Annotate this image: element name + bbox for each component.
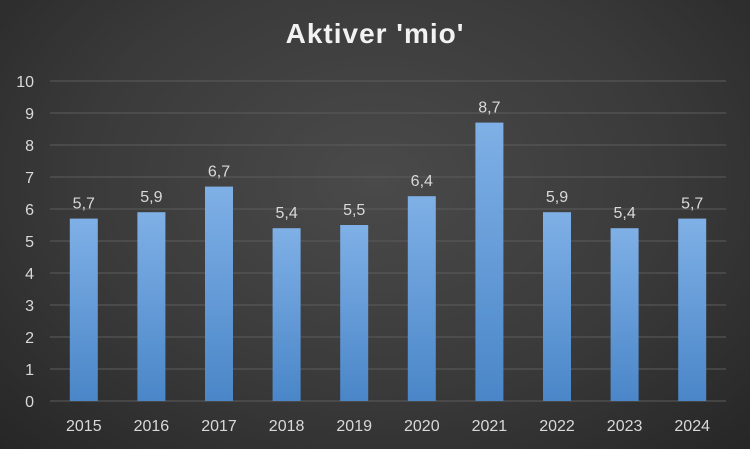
y-tick-label: 4	[25, 266, 34, 283]
bar-2018	[272, 228, 301, 401]
data-label-2018: 5,4	[275, 205, 297, 222]
data-label-2023: 5,4	[613, 205, 635, 222]
bar-2019	[340, 225, 369, 401]
x-tick-label-2020: 2020	[404, 418, 440, 435]
y-tick-label: 0	[25, 394, 34, 411]
x-axis: 2015 2016 2017 2018 2019 2020 2021 2022 2023 2024	[66, 418, 710, 435]
x-tick-label-2016: 2016	[134, 418, 170, 435]
data-label-2017: 6,7	[208, 164, 230, 181]
bar-2021	[475, 122, 504, 401]
x-tick-label-2021: 2021	[472, 418, 508, 435]
x-tick-label-2015: 2015	[66, 418, 102, 435]
y-axis: 0 1 2 3 4 5 6 7 8 9 10	[16, 74, 34, 411]
x-tick-label-2018: 2018	[269, 418, 305, 435]
data-label-2016: 5,9	[140, 189, 162, 206]
y-tick-label: 10	[16, 74, 34, 91]
x-tick-label-2017: 2017	[201, 418, 237, 435]
y-tick-label: 3	[25, 298, 34, 315]
bar-2017	[205, 186, 233, 401]
y-tick-label: 8	[25, 138, 34, 155]
chart-title: Aktiver 'mio'	[285, 18, 465, 49]
x-tick-label-2022: 2022	[539, 418, 575, 435]
bar-2024	[678, 218, 707, 401]
data-label-2019: 5,5	[343, 202, 365, 219]
y-tick-label: 2	[25, 330, 34, 347]
y-tick-label: 5	[25, 234, 34, 251]
y-tick-label: 9	[25, 106, 34, 123]
data-label-2021: 8,7	[478, 100, 500, 117]
data-labels: 5,7 5,9 6,7 5,4 5,5 6,4 8,7 5,9 5,4 5,7	[73, 100, 704, 223]
data-label-2020: 6,4	[411, 173, 433, 190]
data-label-2024: 5,7	[681, 196, 703, 213]
y-tick-label: 1	[25, 362, 34, 379]
data-label-2015: 5,7	[73, 196, 95, 213]
bar-2020	[407, 196, 436, 401]
y-tick-label: 7	[25, 170, 34, 187]
bar-2022	[543, 212, 571, 401]
bar-2016	[137, 212, 166, 401]
bars	[69, 122, 707, 401]
bar-2023	[610, 228, 639, 401]
x-tick-label-2019: 2019	[336, 418, 372, 435]
y-tick-label: 6	[25, 202, 34, 219]
x-tick-label-2023: 2023	[607, 418, 643, 435]
bar-2015	[69, 218, 98, 401]
data-label-2022: 5,9	[546, 189, 568, 206]
x-tick-label-2024: 2024	[674, 418, 710, 435]
